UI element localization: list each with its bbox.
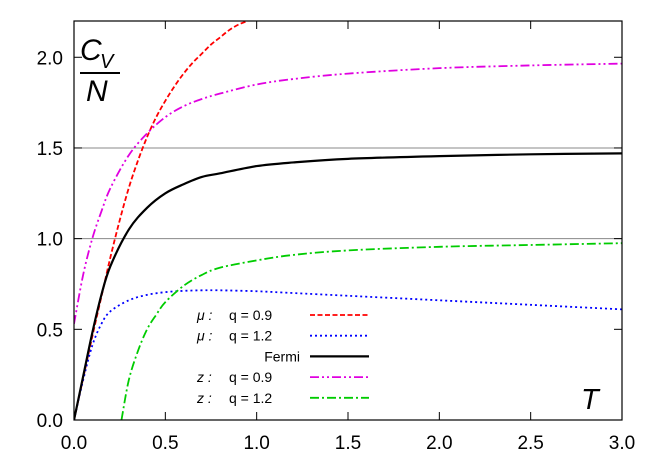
legend-label: q = 0.9 <box>229 369 272 385</box>
legend-prefix: μ : <box>196 328 213 344</box>
legend-label: q = 1.2 <box>229 390 272 406</box>
y-tick-label: 0.5 <box>37 320 63 341</box>
plot-frame <box>73 20 623 421</box>
reference-lines <box>74 147 622 240</box>
x-axis-label: T <box>581 384 601 416</box>
x-tick-label: 2.5 <box>517 433 543 454</box>
legend: μ : q = 0.9 μ : q = 1.2 Fermi z : q = 0.9 z : q … <box>196 307 369 406</box>
y-tick-label: 1.5 <box>37 139 63 160</box>
x-tick-label: 1.5 <box>335 433 361 454</box>
y-tick-label: 2.0 <box>37 48 63 69</box>
x-tick-label: 3.0 <box>609 433 635 454</box>
ylabel-subscript: V <box>100 51 115 73</box>
series-line-3 <box>74 62 622 325</box>
series-line-4 <box>120 242 622 420</box>
ylabel-numerator: C <box>80 34 102 67</box>
legend-prefix: z : <box>196 369 212 385</box>
x-tick-label: 0.0 <box>61 433 87 454</box>
y-tick-label: 1.0 <box>37 230 63 251</box>
x-tick-label: 0.5 <box>152 433 178 454</box>
legend-prefix: z : <box>196 390 212 406</box>
y-axis-label: C V N <box>80 34 120 108</box>
ylabel-denominator: N <box>86 75 108 108</box>
x-tick-label: 2.0 <box>426 433 452 454</box>
x-tick-label: 1.0 <box>243 433 269 454</box>
series-line-2 <box>74 152 622 420</box>
legend-label: q = 0.9 <box>229 307 272 323</box>
legend-label: q = 1.2 <box>229 328 272 344</box>
series-line-1 <box>74 289 622 420</box>
y-tick-label: 0.0 <box>37 411 63 432</box>
legend-label: Fermi <box>264 348 300 364</box>
legend-prefix: μ : <box>196 307 213 323</box>
series-layer <box>74 21 622 420</box>
ticks: 0.0 0.5 1.0 1.5 2.0 2.5 3.0 0.0 0.5 1.0 1.5 2.0 <box>37 21 635 454</box>
